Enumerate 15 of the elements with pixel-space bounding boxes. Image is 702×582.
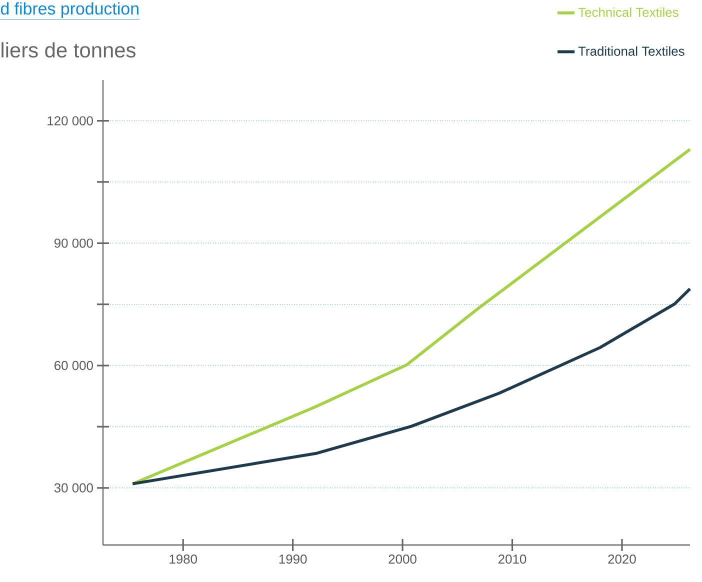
x-tick-label: 2020 [608,554,636,564]
x-tick-label: 2000 [388,554,416,564]
x-tick-label: 2010 [498,554,526,564]
line-series [131,148,692,486]
legend-label: Traditional Textiles [578,46,684,56]
chart-title: d fibres production [0,2,138,18]
line-series [131,287,692,486]
y-tick-label: 60 000 [54,360,93,370]
y-tick-label: 30 000 [54,483,93,492]
legend-label: Technical Textiles [578,7,678,17]
x-tick-label: 1990 [279,554,307,564]
y-tick-label: 120 000 [48,116,93,126]
chart-subtitle: liers de tonnes [2,42,136,58]
y-tick-label: 90 000 [54,238,93,248]
x-tick-label: 1980 [170,554,197,564]
